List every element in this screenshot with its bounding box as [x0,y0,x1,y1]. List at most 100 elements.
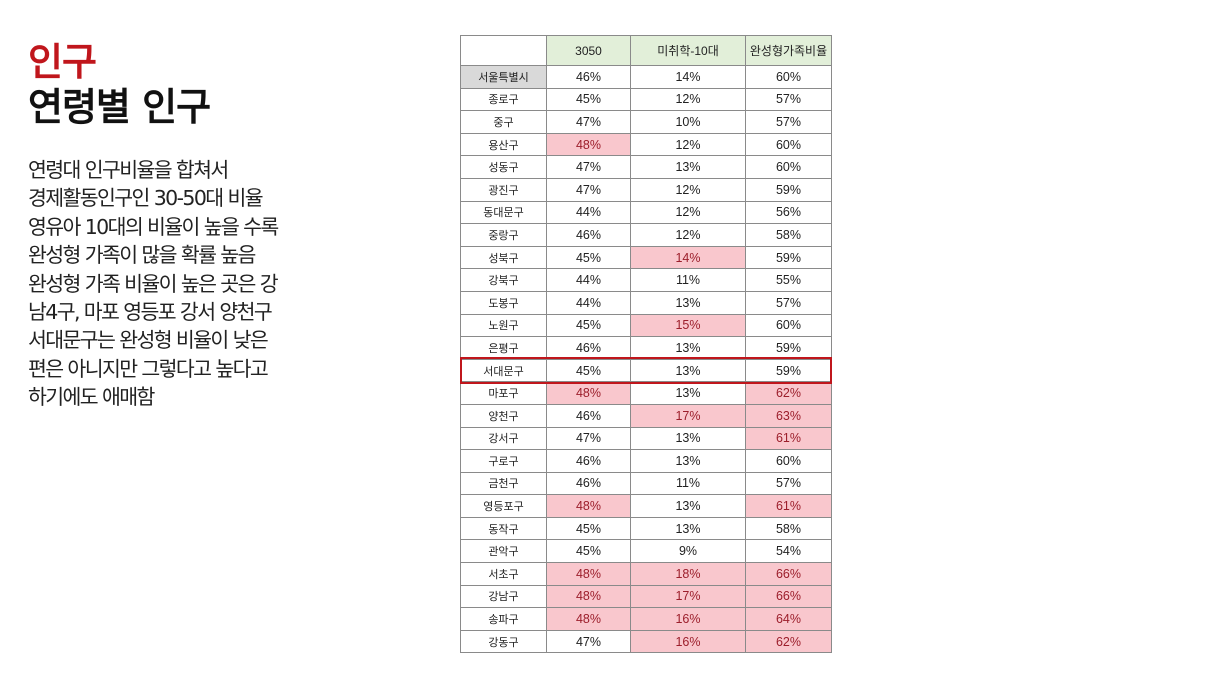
value-cell-v3050: 44% [546,290,631,315]
header-blank [460,35,547,66]
district-cell: 용산구 [460,132,547,157]
district-cell: 동작구 [460,516,547,541]
value-cell-teen: 18% [630,562,746,586]
table-row: 구로구 46% 13% 60% [460,449,832,473]
district-cell: 중구 [460,110,547,134]
table-row: 강서구 47% 13% 61% [460,426,832,451]
value-cell-teen: 12% [630,132,746,157]
value-cell-v3050: 48% [546,494,631,518]
value-cell-complete: 56% [745,200,832,225]
left-panel: 인구 연령별 인구 연령대 인구비율을 합쳐서 경제활동인구인 30-50대 비율… [28,40,358,412]
description-line: 영유아 10대의 비율이 높을 수록 [28,214,279,239]
table-row: 강북구 44% 11% 55% [460,268,832,292]
header-3050: 3050 [546,35,631,66]
value-cell-v3050: 46% [546,223,631,247]
table-row: 성동구 47% 13% 60% [460,155,832,179]
value-cell-complete: 60% [745,449,832,473]
table-row: 마포구 48% 13% 62% [460,381,832,405]
value-cell-teen: 9% [630,539,746,564]
value-cell-v3050: 47% [546,155,631,179]
value-cell-v3050: 47% [546,177,631,202]
value-cell-teen: 11% [630,268,746,292]
value-cell-complete: 54% [745,539,832,564]
value-cell-v3050: 48% [546,584,631,609]
value-cell-v3050: 46% [546,471,631,496]
value-cell-teen: 10% [630,110,746,134]
district-cell: 강서구 [460,426,547,451]
value-cell-teen: 17% [630,584,746,609]
table-row: 노원구 45% 15% 60% [460,313,832,338]
table-row: 도봉구 44% 13% 57% [460,290,832,315]
description-line: 완성형 가족이 많을 확률 높음 [28,243,256,268]
description-line: 하기에도 애매함 [28,385,155,410]
value-cell-v3050: 46% [546,403,631,428]
value-cell-teen: 16% [630,607,746,631]
description-line: 편은 아니지만 그렇다고 높다고 [28,356,269,381]
table-row: 영등포구 48% 13% 61% [460,494,832,518]
value-cell-complete: 57% [745,110,832,134]
value-cell-v3050: 46% [546,449,631,473]
value-cell-v3050: 47% [546,426,631,451]
district-cell: 구로구 [460,449,547,473]
district-cell: 서울특별시 [460,65,547,89]
table-row: 중랑구 46% 12% 58% [460,223,832,247]
value-cell-teen: 13% [630,426,746,451]
value-cell-complete: 58% [745,223,832,247]
table-row: 종로구 45% 12% 57% [460,87,832,112]
value-cell-v3050: 48% [546,607,631,631]
value-cell-complete: 59% [745,358,832,383]
table-row: 서대문구 45% 13% 59% [460,358,832,383]
value-cell-v3050: 48% [546,132,631,157]
district-cell: 성동구 [460,155,547,179]
value-cell-complete: 60% [745,65,832,89]
table-row: 서초구 48% 18% 66% [460,562,832,586]
value-cell-complete: 55% [745,268,832,292]
value-cell-v3050: 48% [546,381,631,405]
district-cell: 서초구 [460,562,547,586]
value-cell-complete: 62% [745,629,832,654]
value-cell-teen: 12% [630,200,746,225]
value-cell-complete: 59% [745,177,832,202]
value-cell-v3050: 45% [546,245,631,270]
value-cell-v3050: 45% [546,87,631,112]
value-cell-complete: 59% [745,245,832,270]
table-row: 강동구 47% 16% 62% [460,629,832,654]
value-cell-complete: 61% [745,426,832,451]
value-cell-v3050: 44% [546,200,631,225]
district-cell: 중랑구 [460,223,547,247]
value-cell-teen: 13% [630,358,746,383]
table-row: 금천구 46% 11% 57% [460,471,832,496]
value-cell-complete: 57% [745,471,832,496]
value-cell-v3050: 47% [546,110,631,134]
value-cell-teen: 13% [630,155,746,179]
value-cell-teen: 13% [630,494,746,518]
description-line: 완성형 가족 비율이 높은 곳은 강 [28,271,279,296]
value-cell-teen: 13% [630,516,746,541]
value-cell-complete: 61% [745,494,832,518]
value-cell-v3050: 47% [546,629,631,654]
value-cell-teen: 17% [630,403,746,428]
district-cell: 성북구 [460,245,547,270]
category-title: 인구 [28,40,97,84]
value-cell-complete: 60% [745,155,832,179]
district-cell: 광진구 [460,177,547,202]
table-row: 중구 47% 10% 57% [460,110,832,134]
description: 연령대 인구비율을 합쳐서 경제활동인구인 30-50대 비율 영유아 10대의 비… [28,156,358,412]
value-cell-v3050: 48% [546,562,631,586]
table-row: 동대문구 44% 12% 56% [460,200,832,225]
district-cell: 관악구 [460,539,547,564]
page-title: 연령별 인구 [28,85,211,129]
table-row: 동작구 45% 13% 58% [460,516,832,541]
district-cell: 강동구 [460,629,547,654]
value-cell-v3050: 45% [546,313,631,338]
value-cell-v3050: 44% [546,268,631,292]
value-cell-complete: 64% [745,607,832,631]
value-cell-teen: 13% [630,449,746,473]
district-cell: 도봉구 [460,290,547,315]
table-row: 송파구 48% 16% 64% [460,607,832,631]
value-cell-complete: 66% [745,584,832,609]
table-row: 관악구 45% 9% 54% [460,539,832,564]
value-cell-teen: 12% [630,223,746,247]
district-cell: 은평구 [460,336,547,360]
district-cell: 영등포구 [460,494,547,518]
